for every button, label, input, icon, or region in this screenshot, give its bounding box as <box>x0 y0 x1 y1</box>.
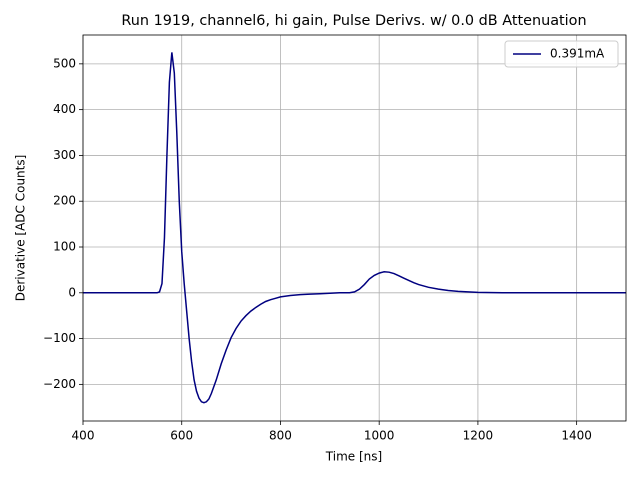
x-tick-label: 1400 <box>561 429 592 443</box>
legend-box <box>504 40 619 68</box>
y-tick-label: 400 <box>53 102 76 116</box>
plot-frame <box>82 34 627 422</box>
y-axis-label: Derivative [ADC Counts] <box>14 155 28 302</box>
y-tick-label: 100 <box>53 240 76 254</box>
y-tick-label: −200 <box>43 377 76 391</box>
y-tick-label: 300 <box>53 148 76 162</box>
y-tick-label: −100 <box>43 331 76 345</box>
x-tick-label: 800 <box>269 429 292 443</box>
data-line <box>83 52 626 404</box>
x-tick-label: 1200 <box>463 429 494 443</box>
chart-title: Run 1919, channel6, hi gain, Pulse Deriv… <box>121 13 586 29</box>
y-tick-label: 200 <box>53 194 76 208</box>
x-tick-label: 400 <box>72 429 95 443</box>
y-tick-label: 500 <box>53 56 76 70</box>
x-tick-label: 600 <box>170 429 193 443</box>
y-tick-label: 0 <box>68 285 76 299</box>
legend-label: 0.391mA <box>550 47 605 61</box>
x-axis-label: Time [ns] <box>325 450 382 464</box>
x-tick-label: 1000 <box>364 429 395 443</box>
